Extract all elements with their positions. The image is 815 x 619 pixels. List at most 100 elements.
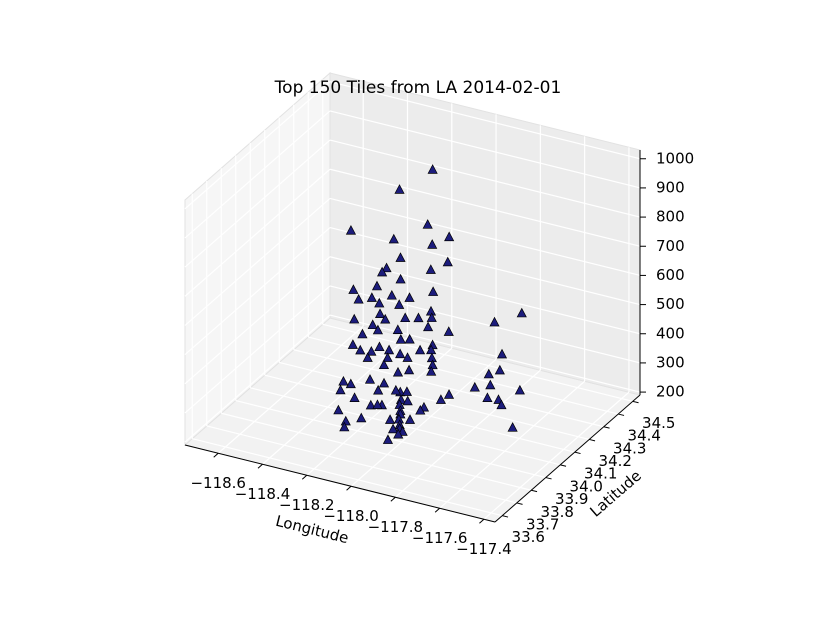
- z-tick-label: 500: [656, 295, 685, 313]
- point: [426, 344, 437, 355]
- x-tick: [390, 496, 396, 502]
- point: [401, 386, 413, 396]
- x-tick-label: −117.6: [412, 529, 468, 547]
- point: [349, 313, 360, 324]
- grid-line: [184, 168, 331, 297]
- point: [355, 344, 366, 355]
- point: [395, 273, 406, 284]
- z-tick-label: 900: [656, 178, 685, 196]
- point: [469, 381, 480, 392]
- point: [427, 164, 438, 174]
- grid-line: [184, 197, 331, 326]
- y-tick-label: 34.1: [584, 465, 617, 483]
- grid-line: [206, 425, 517, 504]
- point: [395, 348, 406, 359]
- grid-line: [293, 349, 604, 428]
- grid-line: [329, 168, 641, 247]
- y-tick: [603, 426, 610, 429]
- grid-line: [184, 110, 331, 239]
- point: [426, 312, 437, 322]
- y-tick: [516, 502, 523, 505]
- point: [345, 224, 357, 235]
- point: [356, 412, 367, 423]
- point: [516, 307, 527, 318]
- grid-line: [329, 227, 641, 306]
- point: [404, 333, 415, 344]
- grid-line: [184, 314, 331, 443]
- grid-line: [306, 347, 453, 476]
- point: [382, 434, 394, 444]
- point: [383, 344, 395, 355]
- point: [357, 328, 368, 339]
- point: [395, 252, 406, 262]
- point: [428, 286, 439, 296]
- point: [388, 233, 399, 244]
- x-tick-label: −118.4: [235, 485, 291, 503]
- y-tick-label: 33.9: [555, 490, 588, 508]
- point: [394, 184, 405, 194]
- grid-line: [184, 81, 331, 210]
- grid-line: [329, 314, 641, 393]
- grid-line: [394, 369, 541, 498]
- y-tick: [531, 489, 538, 493]
- grid-line: [262, 336, 408, 465]
- point: [349, 392, 360, 402]
- z-tick-label: 200: [656, 383, 685, 401]
- point: [378, 359, 390, 370]
- grid-line: [322, 323, 633, 402]
- y-tick: [618, 413, 625, 416]
- point: [402, 352, 413, 362]
- marks: [333, 164, 527, 444]
- point: [362, 352, 373, 362]
- z-tick-label: 400: [656, 324, 685, 342]
- point: [338, 375, 349, 386]
- point: [335, 384, 346, 395]
- point: [374, 308, 386, 318]
- point: [392, 366, 404, 377]
- point: [496, 399, 507, 410]
- point: [422, 219, 433, 229]
- grid-line: [184, 256, 331, 385]
- point: [380, 313, 391, 324]
- grid-line: [184, 285, 331, 414]
- point: [333, 404, 344, 415]
- y-tick: [589, 438, 596, 442]
- point: [507, 422, 518, 432]
- x-tick: [301, 474, 308, 480]
- point: [404, 292, 415, 302]
- grid-line: [192, 438, 503, 517]
- y-axis-line: [494, 394, 641, 523]
- x-tick-label: −118.6: [190, 474, 246, 492]
- point: [482, 392, 493, 402]
- point: [496, 348, 508, 359]
- grid-line: [329, 110, 641, 189]
- x-tick-label: −118.0: [323, 507, 379, 525]
- y-tick-label: 33.7: [526, 515, 559, 533]
- z-tick-label: 300: [656, 353, 685, 371]
- point: [394, 299, 405, 309]
- point: [381, 262, 392, 273]
- y-tick-label: 34.3: [613, 439, 646, 457]
- point: [393, 428, 404, 439]
- point: [400, 312, 411, 323]
- x-tick: [213, 452, 219, 458]
- x-tick: [346, 485, 352, 491]
- grid-line: [329, 285, 641, 364]
- point: [378, 377, 390, 388]
- point: [366, 292, 377, 302]
- y-tick-label: 34.0: [570, 477, 603, 495]
- point: [425, 264, 436, 274]
- point: [443, 389, 455, 399]
- point: [374, 297, 385, 308]
- y-tick-label: 34.4: [628, 427, 661, 445]
- y-tick: [632, 400, 639, 404]
- y-tick: [545, 477, 552, 480]
- point: [390, 384, 401, 395]
- point: [367, 319, 378, 330]
- point: [514, 384, 525, 395]
- grid-line: [217, 325, 364, 454]
- point: [382, 352, 393, 362]
- grid-line: [279, 361, 590, 441]
- point: [365, 399, 376, 410]
